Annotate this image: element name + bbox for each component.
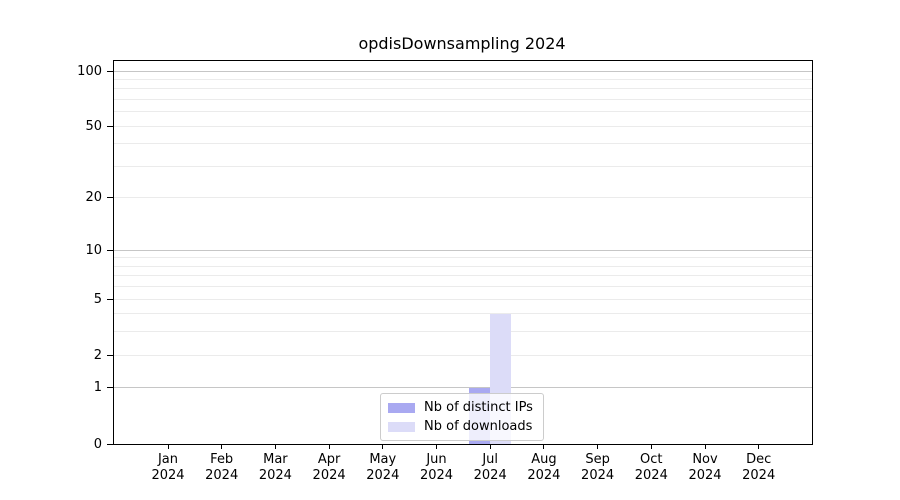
minor-gridline [114,265,812,267]
minor-gridline [114,286,812,288]
minor-gridline [114,197,812,199]
major-gridline [114,387,812,389]
plot-area: 100 50 20 10 5 2 1 0 Jan 2024 Feb 2024 Mar 2024 Ap… [77,60,813,483]
legend-item: Nb of downloads [388,418,536,435]
y-tick-mark [107,197,113,199]
x-tick-label: May 2024 [366,452,400,483]
minor-gridline [114,165,812,167]
legend-swatch-nb-of-downloads [388,421,415,432]
x-tick-label: Jul 2024 [473,452,507,483]
x-tick-label: Sep 2024 [581,452,615,483]
x-tick-label: Apr 2024 [312,452,346,483]
x-tick-mark [650,444,652,449]
y-tick-mark [107,70,113,72]
minor-gridline [114,98,812,100]
major-gridline [114,249,812,251]
x-tick-mark [543,444,545,449]
minor-gridline [114,78,812,80]
minor-gridline [114,257,812,259]
x-tick-label: Aug 2024 [527,452,561,483]
y-tick-mark [107,125,113,127]
legend: Nb of distinct IPs Nb of downloads [380,393,544,441]
x-tick-mark [758,444,760,449]
x-tick-label: Mar 2024 [258,452,292,483]
y-tick-label: 100 [77,63,102,79]
y-tick-mark [107,249,113,251]
x-tick-label: Dec 2024 [742,452,776,483]
chart-title: opdisDownsampling 2024 [358,34,566,53]
y-tick-label: 1 [93,380,102,396]
legend-label: Nb of downloads [424,418,533,434]
legend-label: Nb of distinct IPs [424,399,533,415]
y-tick-mark [107,443,113,445]
major-gridline [114,70,812,72]
x-tick-label: Jun 2024 [419,452,454,483]
x-tick-mark [436,444,437,449]
y-tick-label: 50 [85,118,102,134]
minor-gridline [114,88,812,90]
minor-gridline [114,275,812,277]
minor-gridline [114,111,812,113]
y-tick-label: 10 [85,242,102,258]
legend-item: Nb of distinct IPs [388,399,536,416]
minor-gridline [114,143,812,145]
x-tick-mark [167,444,169,449]
y-tick-label: 20 [85,190,102,206]
minor-gridline [114,354,812,356]
x-tick-label: Jan 2024 [151,452,185,483]
x-tick-mark [221,444,223,449]
y-tick-label: 5 [93,291,102,307]
y-tick-label: 2 [93,347,102,363]
minor-gridline [114,125,812,127]
minor-gridline [114,331,812,333]
legend-swatch-nb-of-distinct-ips [388,402,415,413]
minor-gridline [114,298,812,300]
y-tick-mark [107,354,113,356]
x-tick-mark [597,444,599,449]
x-tick-mark [274,444,276,449]
y-tick-label: 0 [93,436,102,452]
x-tick-label: Nov 2024 [688,452,722,483]
minor-gridline [114,313,812,315]
x-tick-mark [489,444,491,449]
x-tick-mark [328,444,330,449]
x-tick-label: Feb 2024 [205,452,239,483]
x-tick-mark [382,444,384,449]
y-tick-mark [107,387,113,389]
x-tick-mark [704,444,706,449]
x-tick-label: Oct 2024 [634,452,668,483]
y-tick-mark [107,298,113,300]
